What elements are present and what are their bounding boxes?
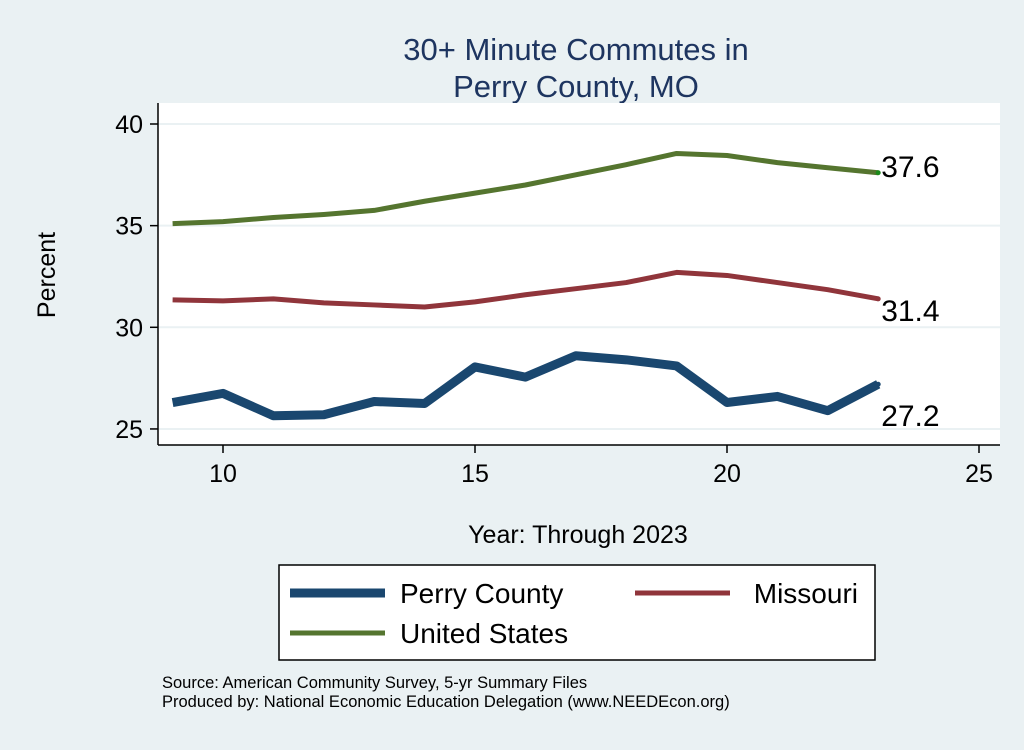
legend-label-perry-county: Perry County xyxy=(400,578,563,609)
series-line-missouri xyxy=(172,269,879,310)
x-tick-label: 25 xyxy=(965,460,993,488)
end-point-missouri xyxy=(875,296,881,302)
end-point-united-states xyxy=(875,170,881,176)
y-tick-label: 25 xyxy=(115,416,143,444)
series-line-perry-county xyxy=(171,351,881,421)
x-tick-label: 10 xyxy=(209,460,237,488)
x-tick-label: 20 xyxy=(713,460,741,488)
x-tick-label: 15 xyxy=(461,460,489,488)
end-point-perry-county xyxy=(875,381,881,387)
legend-label-united-states: United States xyxy=(400,618,568,649)
legend: Perry County Missouri United States xyxy=(278,564,876,661)
producer-note: Produced by: National Economic Education… xyxy=(162,693,730,711)
end-label-united-states: 37.6 xyxy=(881,151,939,184)
series-line-united-states xyxy=(172,150,879,227)
end-label-missouri: 31.4 xyxy=(881,295,939,328)
y-tick-label: 40 xyxy=(115,111,143,139)
y-tick-label: 35 xyxy=(115,213,143,241)
x-axis-label: Year: Through 2023 xyxy=(468,521,688,549)
plot-area xyxy=(158,103,1000,445)
chart-title-line-1: 30+ Minute Commutes in xyxy=(403,32,748,67)
source-note: Source: American Community Survey, 5-yr … xyxy=(162,674,587,692)
end-label-perry-county: 27.2 xyxy=(881,400,939,433)
y-axis-label: Percent xyxy=(33,232,61,318)
legend-label-missouri: Missouri xyxy=(754,578,858,609)
y-tick-label: 30 xyxy=(115,314,143,342)
chart-title-line-2: Perry County, MO xyxy=(453,69,699,104)
